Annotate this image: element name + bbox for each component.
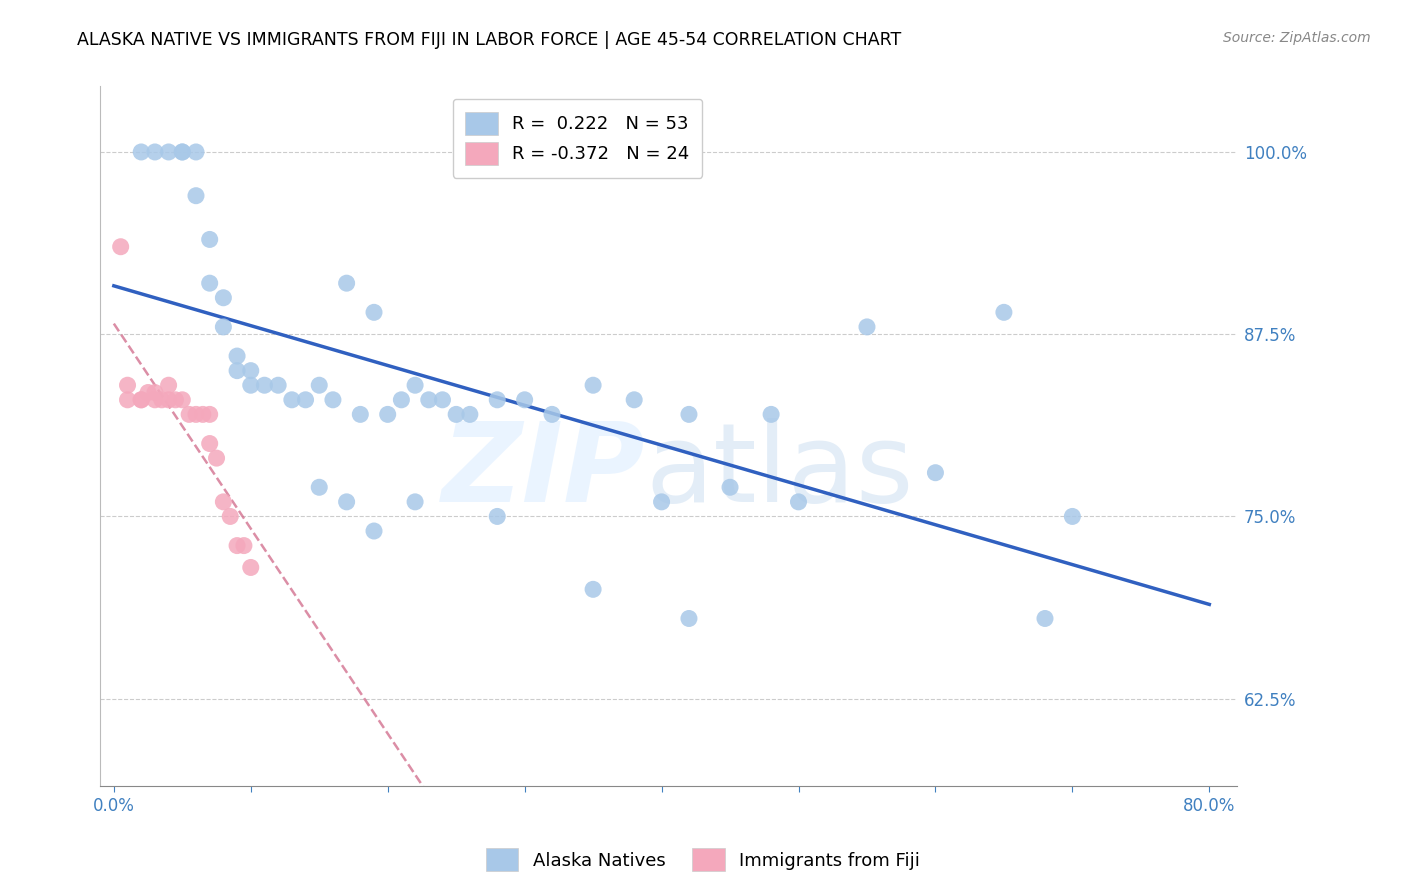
Point — [377, 408, 399, 422]
Point — [143, 145, 166, 159]
Point — [308, 378, 330, 392]
Point — [212, 291, 235, 305]
Point — [184, 145, 207, 159]
Point — [513, 392, 536, 407]
Point — [226, 349, 249, 363]
Point — [198, 408, 221, 422]
Text: ZIP: ZIP — [441, 417, 645, 524]
Point — [486, 392, 509, 407]
Point — [582, 378, 605, 392]
Point — [165, 392, 187, 407]
Point — [993, 305, 1015, 319]
Point — [157, 392, 180, 407]
Point — [184, 188, 207, 202]
Point — [294, 392, 316, 407]
Point — [129, 392, 152, 407]
Point — [143, 385, 166, 400]
Point — [444, 408, 467, 422]
Point — [718, 480, 741, 494]
Point — [363, 305, 385, 319]
Legend: Alaska Natives, Immigrants from Fiji: Alaska Natives, Immigrants from Fiji — [478, 841, 928, 879]
Point — [281, 392, 304, 407]
Legend: R =  0.222   N = 53, R = -0.372   N = 24: R = 0.222 N = 53, R = -0.372 N = 24 — [453, 99, 702, 178]
Point — [205, 451, 228, 466]
Point — [191, 408, 214, 422]
Point — [129, 392, 152, 407]
Point — [226, 539, 249, 553]
Point — [322, 392, 344, 407]
Point — [486, 509, 509, 524]
Point — [198, 232, 221, 246]
Point — [110, 240, 132, 254]
Point — [759, 408, 782, 422]
Point — [198, 436, 221, 450]
Point — [184, 408, 207, 422]
Text: atlas: atlas — [645, 417, 914, 524]
Point — [582, 582, 605, 597]
Point — [404, 495, 426, 509]
Point — [219, 509, 242, 524]
Point — [253, 378, 276, 392]
Point — [623, 392, 645, 407]
Text: Source: ZipAtlas.com: Source: ZipAtlas.com — [1223, 31, 1371, 45]
Point — [924, 466, 946, 480]
Text: ALASKA NATIVE VS IMMIGRANTS FROM FIJI IN LABOR FORCE | AGE 45-54 CORRELATION CHA: ALASKA NATIVE VS IMMIGRANTS FROM FIJI IN… — [77, 31, 901, 49]
Point — [678, 408, 700, 422]
Point — [856, 319, 879, 334]
Point — [179, 408, 201, 422]
Point — [1033, 611, 1056, 625]
Point — [157, 378, 180, 392]
Point — [150, 392, 173, 407]
Point — [404, 378, 426, 392]
Point — [117, 378, 139, 392]
Point — [389, 392, 412, 407]
Point — [226, 364, 249, 378]
Point — [212, 319, 235, 334]
Point — [143, 392, 166, 407]
Point — [651, 495, 673, 509]
Point — [198, 276, 221, 290]
Point — [172, 145, 194, 159]
Point — [541, 408, 564, 422]
Point — [349, 408, 371, 422]
Point — [363, 524, 385, 538]
Point — [1062, 509, 1084, 524]
Point — [267, 378, 290, 392]
Point — [418, 392, 440, 407]
Point — [308, 480, 330, 494]
Point — [239, 378, 262, 392]
Point — [239, 560, 262, 574]
Point — [172, 392, 194, 407]
Point — [678, 611, 700, 625]
Point — [458, 408, 481, 422]
Point — [432, 392, 454, 407]
Point — [232, 539, 254, 553]
Point — [117, 392, 139, 407]
Point — [157, 145, 180, 159]
Point — [136, 385, 159, 400]
Point — [212, 495, 235, 509]
Point — [239, 364, 262, 378]
Point — [787, 495, 810, 509]
Point — [336, 495, 359, 509]
Point — [129, 145, 152, 159]
Point — [172, 145, 194, 159]
Point — [336, 276, 359, 290]
